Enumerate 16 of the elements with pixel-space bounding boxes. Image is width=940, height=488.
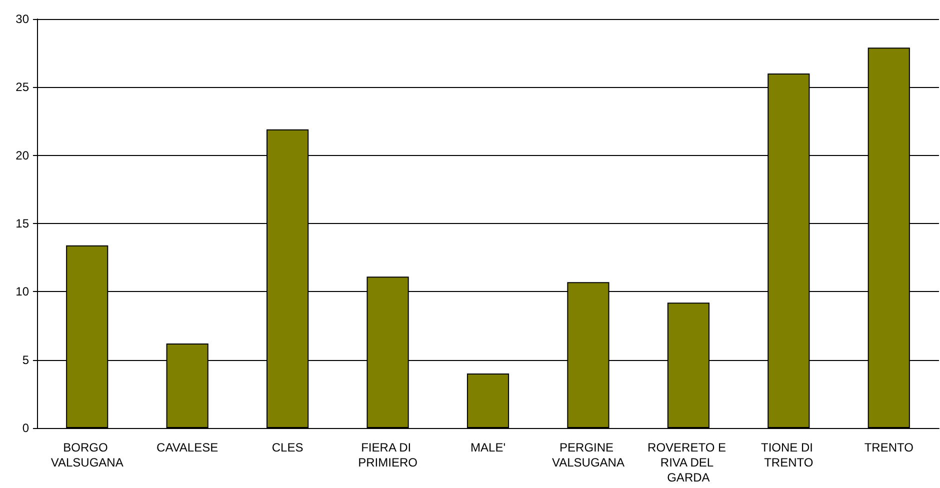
- y-tick-label: 30: [16, 12, 30, 26]
- x-tick-label: TIONE DI TRENTO: [760, 440, 816, 470]
- y-tick-label: 25: [16, 80, 30, 94]
- x-tick-label: FIERA DI PRIMIERO: [358, 440, 418, 470]
- y-tick-label: 15: [16, 216, 30, 230]
- y-tick-label: 0: [22, 421, 30, 435]
- x-tick-label: ROVERETO E RIVA DEL GARDA: [648, 440, 730, 484]
- y-tick-label: 20: [16, 148, 30, 162]
- x-tick-label: PERGINE VALSUGANA: [552, 440, 624, 470]
- x-tick-label: CLES: [272, 440, 304, 454]
- x-tick-label: TRENTO: [864, 440, 914, 454]
- y-tick-label: 10: [16, 284, 30, 299]
- x-tick-label: BORGO VALSUGANA: [50, 440, 124, 470]
- x-tick-label: MALE': [470, 440, 506, 454]
- x-tick-label: CAVALESE: [156, 440, 218, 454]
- y-tick-label: 5: [22, 352, 30, 367]
